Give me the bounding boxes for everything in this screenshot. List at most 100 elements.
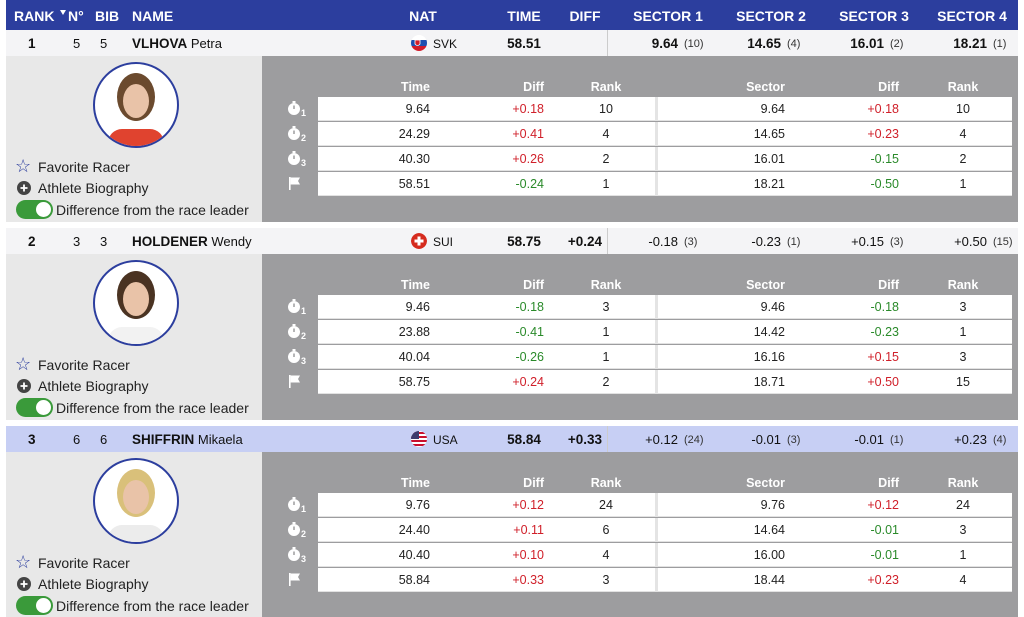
diff: +0.24 bbox=[567, 234, 603, 249]
split-cell: +0.23 bbox=[867, 573, 899, 587]
first-name: Wendy bbox=[211, 234, 252, 249]
split-number: 2 bbox=[301, 529, 307, 539]
column-divider bbox=[655, 568, 658, 592]
column-header[interactable]: N° bbox=[68, 8, 84, 24]
split-header: Time bbox=[401, 278, 430, 292]
racer-row[interactable]: 1 5 5 VLHOVA Petra SVK 58.51 9.64 (10) 14.65 (4) 1… bbox=[6, 30, 1018, 57]
sector-value: +0.12 bbox=[645, 432, 678, 447]
divider bbox=[607, 426, 608, 452]
sector-value: -0.01 bbox=[854, 432, 884, 447]
racer-panel: ☆ Favorite Racer Athlete Biography Differen… bbox=[6, 452, 1018, 617]
sector-rank: (3) bbox=[787, 434, 801, 446]
split-cell: 3 bbox=[602, 300, 610, 314]
sector-value: 14.65 bbox=[747, 36, 781, 51]
split-cell: 3 bbox=[959, 523, 967, 537]
split-cell: 15 bbox=[956, 375, 970, 389]
split-header: Diff bbox=[878, 80, 899, 94]
flag-icon bbox=[411, 431, 427, 447]
sector-rank: (1) bbox=[993, 38, 1007, 50]
split-cell: 58.75 bbox=[398, 375, 430, 389]
stopwatch-icon bbox=[288, 101, 300, 115]
racer-row[interactable]: 3 6 6 SHIFFRIN Mikaela USA 58.84 +0.33 +0.12 (24… bbox=[6, 426, 1018, 453]
column-header[interactable]: RANK bbox=[14, 8, 55, 24]
diff: +0.33 bbox=[567, 432, 603, 447]
toggle-switch[interactable] bbox=[16, 200, 53, 219]
favorite-link[interactable]: Favorite Racer bbox=[38, 357, 130, 373]
split-header: Diff bbox=[878, 476, 899, 490]
sector-rank: (10) bbox=[684, 38, 704, 50]
toggle-label[interactable]: Difference from the race leader bbox=[56, 598, 249, 614]
toggle-switch[interactable] bbox=[16, 596, 53, 615]
split-number: 2 bbox=[301, 133, 307, 143]
split-cell: +0.23 bbox=[867, 127, 899, 141]
split-cell: 24.29 bbox=[398, 127, 430, 141]
sector-value: 9.64 bbox=[651, 36, 678, 51]
split-row: 40.04 -0.26 1 16.16 +0.15 3 bbox=[318, 345, 1012, 369]
split-cell: 9.64 bbox=[760, 102, 785, 116]
column-header[interactable]: BIB bbox=[95, 8, 120, 24]
split-cell: +0.10 bbox=[512, 548, 544, 562]
sector-rank: (3) bbox=[684, 236, 698, 248]
column-header: SECTOR 2 bbox=[736, 8, 806, 24]
favorite-icon[interactable]: ☆ bbox=[15, 354, 32, 374]
stopwatch-icon bbox=[288, 151, 300, 165]
column-header: SECTOR 1 bbox=[633, 8, 703, 24]
split-cell: +0.11 bbox=[513, 523, 544, 537]
split-number: 1 bbox=[301, 504, 307, 514]
stopwatch-icon bbox=[288, 324, 300, 338]
split-cell: 18.44 bbox=[753, 573, 785, 587]
favorite-link[interactable]: Favorite Racer bbox=[38, 555, 130, 571]
toggle-label[interactable]: Difference from the race leader bbox=[56, 202, 249, 218]
last-name: VLHOVA bbox=[132, 36, 188, 51]
split-cell: 58.84 bbox=[398, 573, 430, 587]
split-cell: -0.26 bbox=[515, 350, 545, 364]
toggle-switch[interactable] bbox=[16, 398, 53, 417]
biography-icon[interactable] bbox=[17, 379, 31, 393]
biography-icon[interactable] bbox=[17, 181, 31, 195]
split-header: Rank bbox=[590, 278, 622, 292]
split-cell: 14.42 bbox=[753, 325, 785, 339]
split-cell: +0.33 bbox=[512, 573, 544, 587]
split-header: Rank bbox=[947, 278, 979, 292]
favorite-icon[interactable]: ☆ bbox=[15, 156, 32, 176]
biography-icon[interactable] bbox=[17, 577, 31, 591]
split-cell: 1 bbox=[959, 325, 967, 339]
sector-value: -0.18 bbox=[648, 234, 678, 249]
split-cell: 9.64 bbox=[405, 102, 430, 116]
column-divider bbox=[655, 493, 658, 517]
split-header: Rank bbox=[590, 80, 622, 94]
sector-rank: (24) bbox=[684, 434, 704, 446]
rank: 3 bbox=[28, 432, 36, 447]
stopwatch-icon bbox=[288, 299, 300, 313]
column-divider bbox=[655, 518, 658, 542]
split-cell: 1 bbox=[959, 548, 967, 562]
column-header[interactable]: NAME bbox=[132, 8, 174, 24]
split-cell: 10 bbox=[599, 102, 613, 116]
split-cell: 10 bbox=[956, 102, 970, 116]
column-header: SECTOR 3 bbox=[839, 8, 909, 24]
number: 3 bbox=[73, 234, 81, 249]
split-number: 3 bbox=[301, 554, 307, 564]
athlete-photo bbox=[93, 62, 179, 148]
biography-link[interactable]: Athlete Biography bbox=[38, 378, 149, 394]
stopwatch-icon bbox=[288, 126, 300, 140]
favorite-link[interactable]: Favorite Racer bbox=[38, 159, 130, 175]
split-cell: 1 bbox=[602, 350, 610, 364]
biography-link[interactable]: Athlete Biography bbox=[38, 576, 149, 592]
biography-link[interactable]: Athlete Biography bbox=[38, 180, 149, 196]
sector-value: +0.23 bbox=[954, 432, 987, 447]
racer-row[interactable]: 2 3 3 HOLDENER Wendy SUI 58.75 +0.24 -0.18 (3) -0… bbox=[6, 228, 1018, 255]
split-row: 58.84 +0.33 3 18.44 +0.23 4 bbox=[318, 568, 1012, 592]
split-cell: 3 bbox=[602, 573, 610, 587]
racer-panel: ☆ Favorite Racer Athlete Biography Differen… bbox=[6, 254, 1018, 420]
split-header: Sector bbox=[746, 278, 785, 292]
split-cell: -0.01 bbox=[870, 523, 900, 537]
split-cell: +0.12 bbox=[512, 498, 544, 512]
toggle-label[interactable]: Difference from the race leader bbox=[56, 400, 249, 416]
split-header: Rank bbox=[947, 476, 979, 490]
first-name: Petra bbox=[190, 36, 222, 51]
name: VLHOVA Petra bbox=[132, 36, 222, 51]
sector-value: -0.01 bbox=[751, 432, 781, 447]
split-cell: 24 bbox=[599, 498, 613, 512]
favorite-icon[interactable]: ☆ bbox=[15, 552, 32, 572]
